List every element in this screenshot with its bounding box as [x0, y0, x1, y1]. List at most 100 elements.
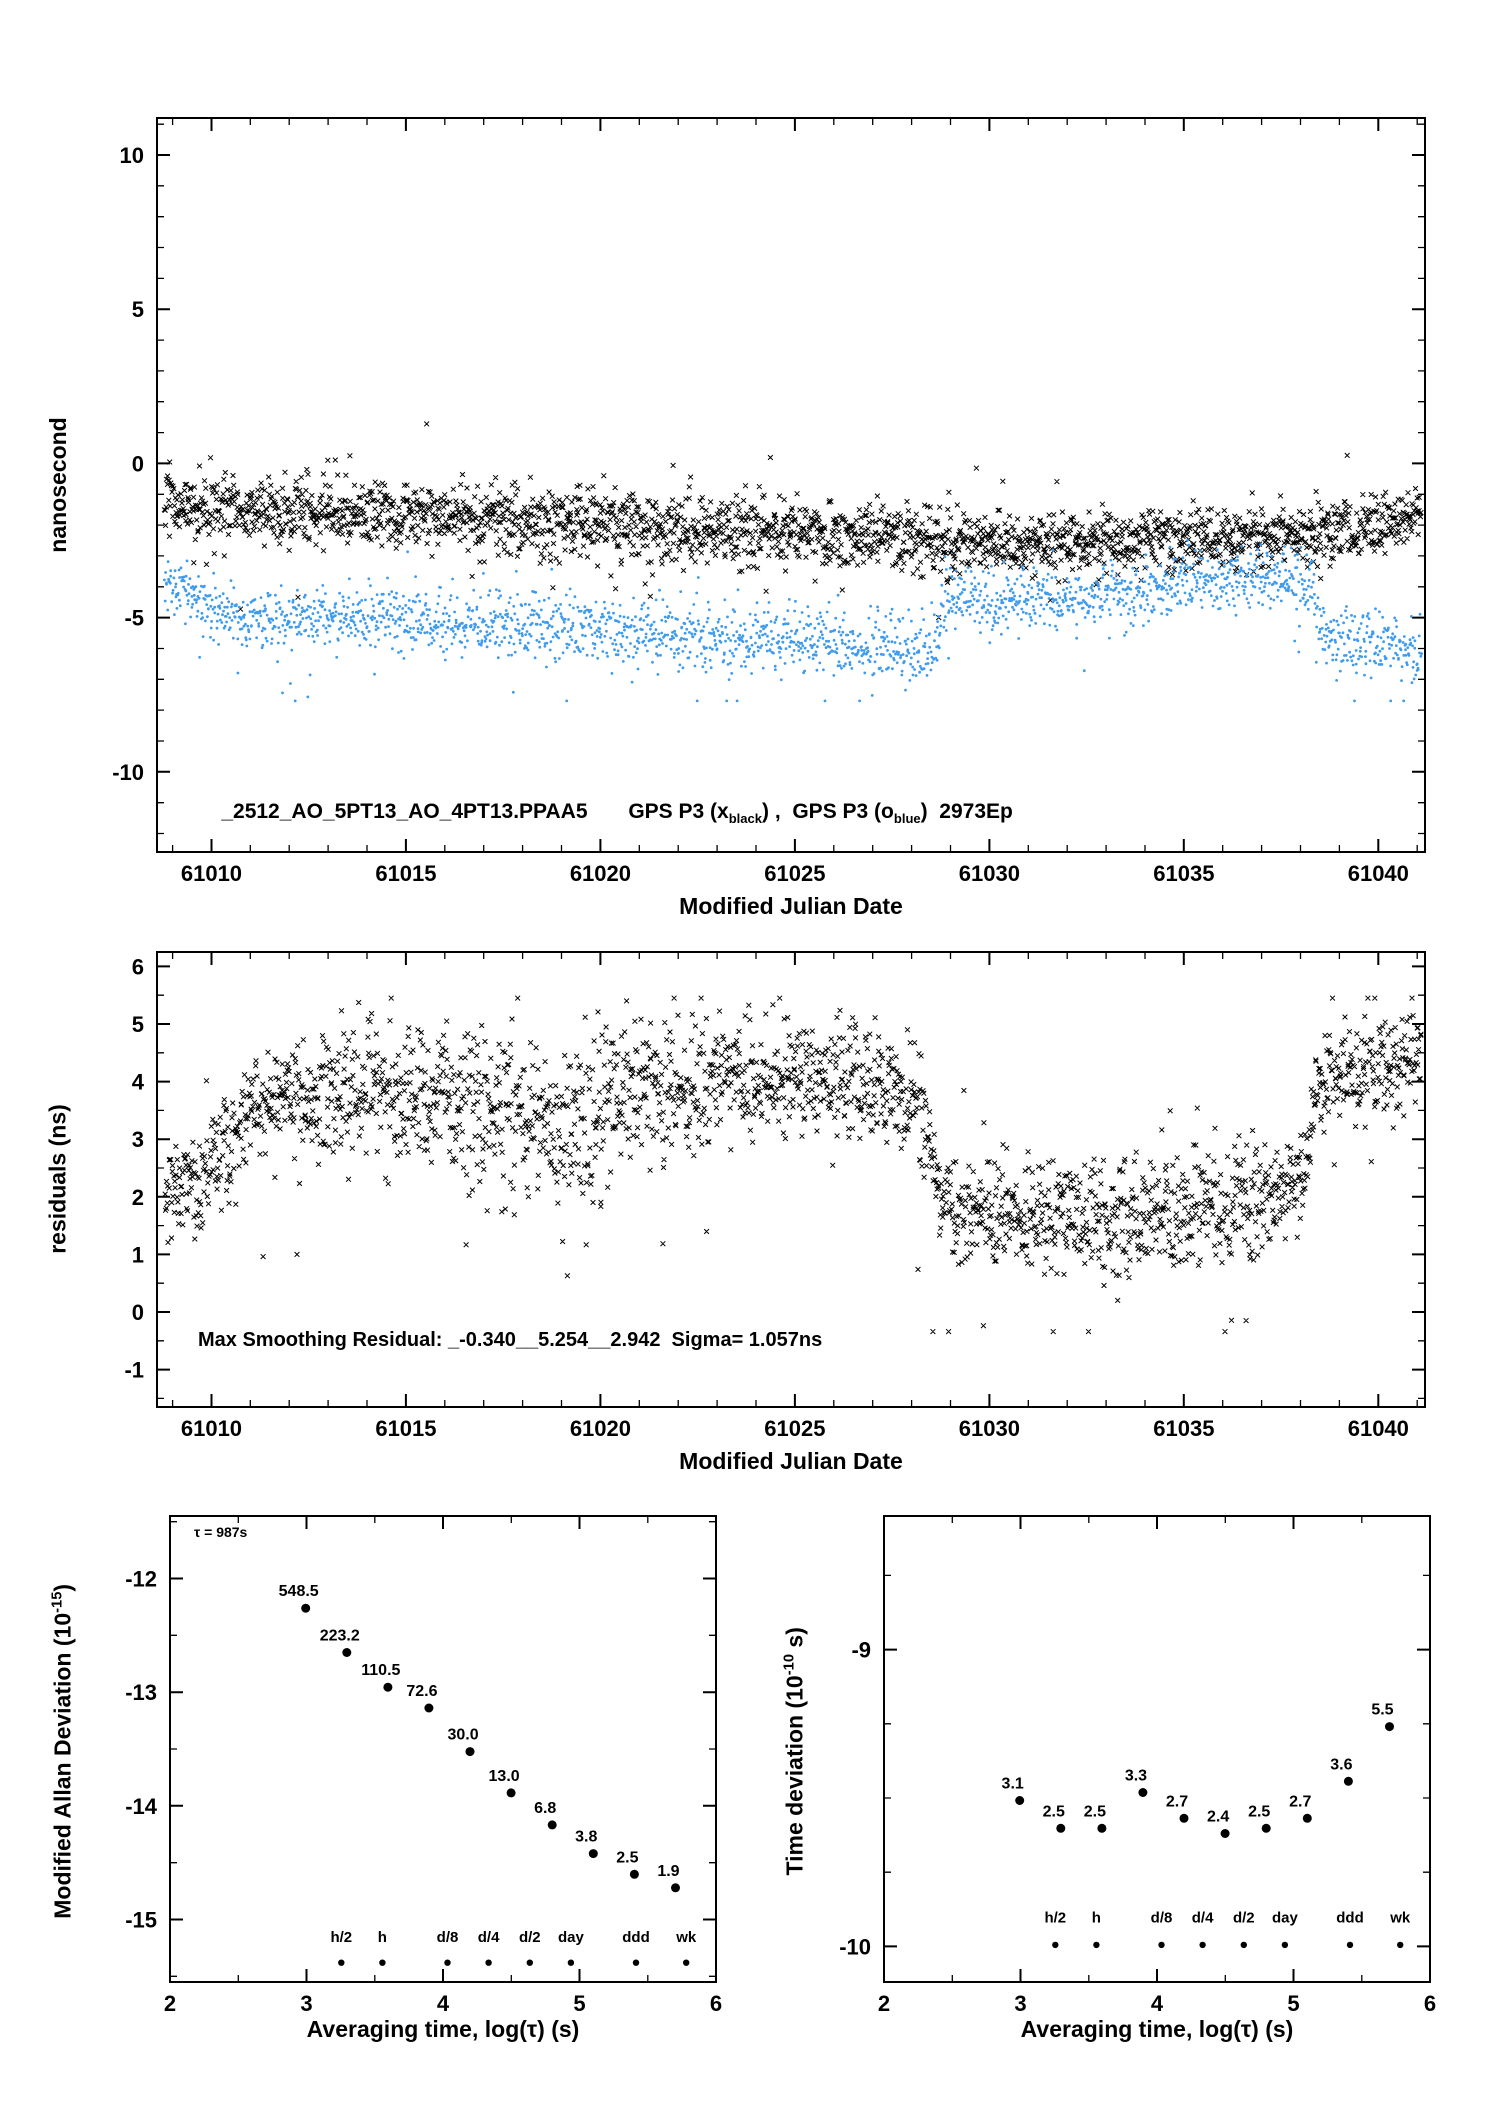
- tdev-points: 3.1 2.5 2.5 3.3 2.7 2.4 2.5 2.7 3.6 5.5 h/2 h d/8 d/4…: [1002, 1702, 1411, 1949]
- svg-text:wk: wk: [675, 1929, 697, 1946]
- svg-text:ddd: ddd: [622, 1929, 650, 1946]
- svg-text:2.7: 2.7: [1289, 1793, 1311, 1810]
- mdev-ylabel-exponent: -15: [49, 1591, 66, 1613]
- svg-text:2.5: 2.5: [1248, 1803, 1270, 1820]
- mdev-point: [465, 1747, 475, 1757]
- mdev-point: [506, 1788, 516, 1798]
- svg-text:2.5: 2.5: [616, 1849, 638, 1866]
- svg-text:5.5: 5.5: [1371, 1702, 1393, 1719]
- svg-text:-1: -1: [124, 1358, 144, 1383]
- mdev-point: [629, 1869, 639, 1879]
- svg-text:ddd: ddd: [1336, 1910, 1364, 1927]
- top-annotation-part: ) , GPS P3 (o: [762, 800, 894, 823]
- tdev-point: [1385, 1722, 1394, 1732]
- svg-text:6: 6: [710, 1991, 722, 2016]
- svg-text:0: 0: [132, 1300, 144, 1325]
- svg-text:3: 3: [132, 1127, 144, 1152]
- tau-note: τ = 987s: [194, 1524, 248, 1540]
- tdev-time-mark-dot: [1240, 1941, 1248, 1949]
- tdev-point: [1220, 1829, 1230, 1838]
- mdev-ylabel-part: Modified Allan Deviation (10: [49, 1612, 76, 1919]
- mdev-time-mark-dot: [379, 1959, 386, 1966]
- svg-text:2.7: 2.7: [1166, 1793, 1188, 1810]
- top-axes: 61010 61015 61020 61025 61030 61035 61040 -10 -5…: [112, 117, 1426, 886]
- svg-text:5: 5: [1287, 1991, 1299, 2016]
- svg-text:d/2: d/2: [519, 1929, 541, 1946]
- svg-text:6: 6: [132, 954, 144, 979]
- svg-text:-12: -12: [125, 1567, 157, 1592]
- svg-text:110.5: 110.5: [361, 1662, 400, 1679]
- svg-text:61040: 61040: [1348, 861, 1409, 886]
- svg-text:61035: 61035: [1153, 861, 1214, 886]
- top-annotation-sub-blue: blue: [893, 811, 921, 827]
- svg-text:day: day: [558, 1929, 585, 1946]
- mdev-ylabel-part: ): [49, 1583, 76, 1592]
- mdev-point: [301, 1603, 311, 1613]
- svg-text:-9: -9: [851, 1638, 871, 1663]
- svg-text:5: 5: [132, 297, 144, 322]
- svg-text:1: 1: [132, 1242, 144, 1267]
- mdev-time-mark-dot: [526, 1959, 533, 1966]
- svg-text:61015: 61015: [375, 1416, 436, 1441]
- svg-text:2: 2: [878, 1991, 890, 2016]
- tdev-time-mark-dot: [1281, 1941, 1289, 1949]
- tdev-point: [1343, 1776, 1353, 1786]
- top-annotation-part: _2512_AO_5PT13_AO_4PT13.PPAA5 GPS P3 (x: [221, 800, 729, 823]
- svg-text:3.3: 3.3: [1125, 1767, 1147, 1784]
- svg-text:d/8: d/8: [1151, 1910, 1173, 1927]
- tdev-point: [1015, 1796, 1025, 1805]
- svg-text:3.1: 3.1: [1002, 1776, 1024, 1793]
- mdev-point: [424, 1703, 434, 1713]
- svg-text:61040: 61040: [1348, 1416, 1409, 1441]
- tdev-time-mark-dot: [1052, 1941, 1059, 1949]
- svg-text:h/2: h/2: [1044, 1910, 1066, 1927]
- tdev-axes: 2 3 4 5 6 -10 -9: [839, 1515, 1436, 2016]
- tdev-ylabel-part: Time deviation (10: [781, 1675, 808, 1876]
- tdev-point: [1138, 1788, 1148, 1797]
- svg-text:3: 3: [1014, 1991, 1026, 2016]
- mdev-axes: 2 3 4 5 6 -15 -14 -13 -12: [125, 1515, 722, 2016]
- svg-text:h/2: h/2: [330, 1929, 352, 1946]
- tdev-time-mark-dot: [1158, 1941, 1165, 1949]
- mdev-ylabel: Modified Allan Deviation (10-15): [43, 1518, 78, 1984]
- svg-text:548.5: 548.5: [279, 1583, 319, 1600]
- mdev-point: [588, 1849, 598, 1859]
- top-series-dots: [163, 539, 1424, 703]
- residuals-annotation: Max Smoothing Residual: _-0.340__5.254__…: [198, 1329, 823, 1351]
- svg-text:5: 5: [573, 1991, 585, 2016]
- svg-text:3.6: 3.6: [1330, 1756, 1352, 1773]
- svg-text:2: 2: [132, 1185, 144, 1210]
- tdev-ylabel-part: s): [781, 1627, 808, 1654]
- svg-text:61010: 61010: [181, 1416, 242, 1441]
- mdev-point: [671, 1883, 680, 1893]
- svg-text:3.8: 3.8: [575, 1829, 597, 1846]
- mdev-time-mark-dot: [683, 1959, 690, 1966]
- svg-text:61020: 61020: [570, 1416, 631, 1441]
- mdev-point: [547, 1820, 557, 1830]
- svg-text:-5: -5: [124, 606, 144, 631]
- mdev-time-mark-dot: [632, 1959, 640, 1966]
- residuals-xlabel: Modified Julian Date: [679, 1448, 903, 1474]
- tdev-ylabel: Time deviation (10-10 s): [775, 1518, 810, 1984]
- mdev-time-mark-dot: [444, 1959, 451, 1966]
- residuals-series-x-markers: [162, 995, 1424, 1335]
- svg-text:0: 0: [132, 451, 144, 476]
- svg-text:6.8: 6.8: [534, 1800, 556, 1817]
- svg-text:1.9: 1.9: [657, 1863, 679, 1880]
- svg-text:-10: -10: [112, 760, 144, 785]
- svg-text:61015: 61015: [375, 861, 436, 886]
- svg-text:-15: -15: [125, 1907, 157, 1932]
- svg-text:13.0: 13.0: [489, 1768, 520, 1785]
- svg-text:30.0: 30.0: [447, 1727, 478, 1744]
- svg-text:wk: wk: [1389, 1910, 1411, 1927]
- tdev-point: [1302, 1813, 1312, 1823]
- top-annotation: _2512_AO_5PT13_AO_4PT13.PPAA5 GPS P3 (x b…: [198, 776, 1013, 850]
- tdev-point: [1179, 1813, 1189, 1823]
- svg-text:d/4: d/4: [1192, 1910, 1214, 1927]
- mdev-point: [342, 1648, 352, 1657]
- svg-text:d/8: d/8: [437, 1929, 459, 1946]
- svg-text:6: 6: [1424, 1991, 1436, 2016]
- svg-text:61025: 61025: [764, 861, 825, 886]
